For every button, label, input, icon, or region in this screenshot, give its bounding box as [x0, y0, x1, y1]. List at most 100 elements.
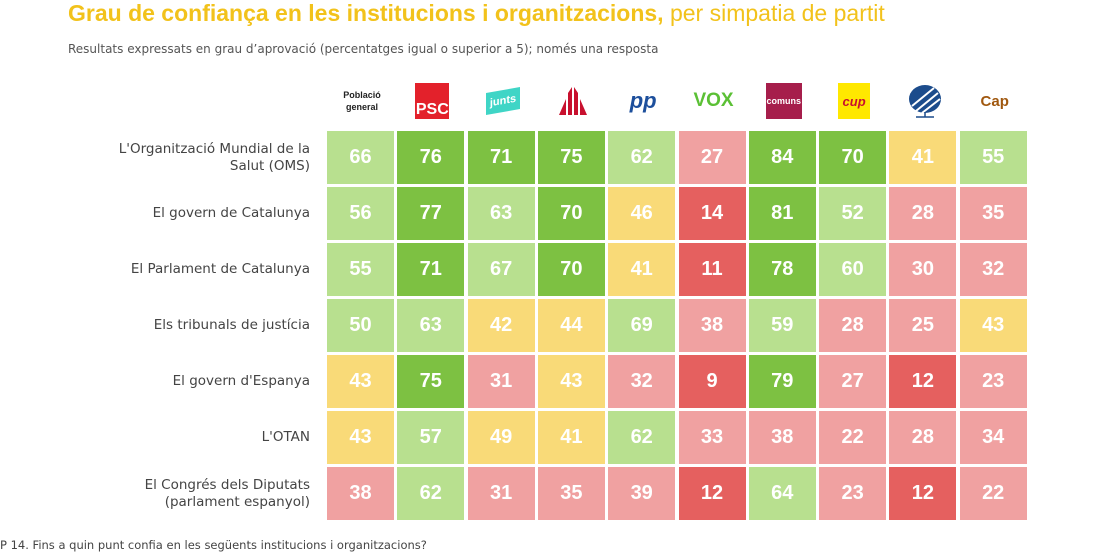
heatmap-cell: 39 — [608, 467, 676, 520]
heatmap-cell: 75 — [397, 355, 465, 408]
erc-logo-icon — [557, 87, 589, 115]
title-bold: Grau de confiança en les institucions i … — [68, 0, 664, 26]
column-header-població-general: Població general — [343, 90, 381, 112]
heatmap-cell: 35 — [959, 187, 1027, 240]
row-label: El Parlament de Catalunya — [130, 261, 310, 277]
heatmap-cell: 46 — [608, 187, 676, 240]
heatmap-cell: 70 — [819, 131, 887, 184]
heatmap-cell: 22 — [959, 467, 1027, 520]
vox-logo-icon: VOX — [693, 90, 734, 111]
column-header: junts — [468, 79, 538, 123]
heatmap-cell: 31 — [467, 467, 535, 520]
heatmap-cell: 11 — [678, 243, 746, 296]
heatmap-cell: 25 — [889, 299, 957, 352]
heatmap-cell: 35 — [537, 467, 605, 520]
heatmap-cell: 12 — [889, 355, 957, 408]
heatmap-cell: 84 — [748, 131, 816, 184]
heatmap-cell: 43 — [537, 355, 605, 408]
heatmap-cell: 70 — [537, 243, 605, 296]
column-header: PSC — [397, 79, 467, 123]
heatmap-cell: 22 — [819, 411, 887, 464]
psc-logo-icon: PSC — [415, 83, 450, 119]
heatmap-cell: 52 — [819, 187, 887, 240]
heatmap-cell: 75 — [537, 131, 605, 184]
column-header — [889, 79, 959, 123]
heatmap-cell: 81 — [748, 187, 816, 240]
heatmap-cell: 31 — [467, 355, 535, 408]
heatmap-cell: 62 — [397, 467, 465, 520]
heatmap-cell: 28 — [819, 299, 887, 352]
heatmap-cell: 63 — [467, 187, 535, 240]
heatmap-cell: 30 — [889, 243, 957, 296]
heatmap-cell: 71 — [467, 131, 535, 184]
column-header-cap: Cap — [980, 92, 1009, 110]
heatmap-cell: 12 — [889, 467, 957, 520]
heatmap-cell: 34 — [959, 411, 1027, 464]
heatmap-cell: 32 — [608, 355, 676, 408]
row-label: El govern de Catalunya — [152, 205, 310, 221]
heatmap-cell: 66 — [327, 131, 394, 184]
heatmap-cell: 27 — [678, 131, 746, 184]
heatmap-cell: 43 — [327, 411, 394, 464]
heatmap-cell: 69 — [608, 299, 676, 352]
heatmap-cell: 63 — [397, 299, 465, 352]
heatmap-cell: 42 — [467, 299, 535, 352]
heatmap-cell: 23 — [819, 467, 887, 520]
heatmap-cell: 79 — [748, 355, 816, 408]
heatmap-cell: 41 — [608, 243, 676, 296]
heatmap-cell: 67 — [467, 243, 535, 296]
row-label: Els tribunals de justícia — [153, 317, 310, 333]
heatmap-cell: 57 — [397, 411, 465, 464]
heatmap-cell: 38 — [678, 299, 746, 352]
heatmap-cell: 76 — [397, 131, 465, 184]
column-header: Població general — [327, 79, 397, 123]
heatmap-cell: 64 — [748, 467, 816, 520]
heatmap-cell: 27 — [819, 355, 887, 408]
heatmap-cell: 41 — [889, 131, 957, 184]
heatmap-cell: 33 — [678, 411, 746, 464]
column-header: VOX — [679, 79, 749, 123]
heatmap-cell: 38 — [748, 411, 816, 464]
column-header: cup — [819, 79, 889, 123]
heatmap-cell: 32 — [959, 243, 1027, 296]
row-label: L'Organització Mundial de la Salut (OMS) — [118, 140, 310, 174]
heatmap-cell: 9 — [678, 355, 746, 408]
comuns-logo-icon: comuns — [765, 83, 802, 119]
junts-logo-icon: junts — [485, 87, 520, 115]
heatmap-cell: 77 — [397, 187, 465, 240]
title-rest: per simpatia de partit — [663, 0, 885, 26]
heatmap-cell: 28 — [889, 187, 957, 240]
heatmap-cell: 60 — [819, 243, 887, 296]
pp-logo-icon: pp — [629, 88, 657, 113]
row-label: El govern d'Espanya — [172, 373, 310, 389]
tree-logo-icon — [906, 84, 942, 118]
heatmap-cell: 50 — [327, 299, 394, 352]
column-header: comuns — [749, 79, 819, 123]
heatmap-cell: 59 — [748, 299, 816, 352]
subtitle: Resultats expressats en grau d’aprovació… — [68, 42, 659, 56]
heatmap-cell: 70 — [537, 187, 605, 240]
page-title: Grau de confiança en les institucions i … — [68, 0, 885, 27]
heatmap-cell: 56 — [327, 187, 394, 240]
cup-logo-icon: cup — [838, 83, 871, 119]
heatmap-cell: 14 — [678, 187, 746, 240]
heatmap-cell: 49 — [467, 411, 535, 464]
column-header: Cap — [960, 79, 1030, 123]
row-label: L'OTAN — [261, 429, 310, 445]
heatmap-cell: 62 — [608, 131, 676, 184]
heatmap-cell: 55 — [959, 131, 1027, 184]
row-label: El Congrés dels Diputats (parlament espa… — [144, 476, 310, 510]
heatmap-cell: 23 — [959, 355, 1027, 408]
heatmap-cell: 38 — [327, 467, 394, 520]
heatmap-cell: 71 — [397, 243, 465, 296]
heatmap-cell: 43 — [959, 299, 1027, 352]
heatmap-cell: 78 — [748, 243, 816, 296]
heatmap-cell: 43 — [327, 355, 394, 408]
column-header — [538, 79, 608, 123]
heatmap-cell: 62 — [608, 411, 676, 464]
column-header: pp — [608, 79, 678, 123]
question-footer: P 14. Fins a quin punt confia en les seg… — [0, 538, 427, 552]
heatmap-cell: 55 — [327, 243, 394, 296]
heatmap-cell: 44 — [537, 299, 605, 352]
heatmap-cell: 28 — [889, 411, 957, 464]
